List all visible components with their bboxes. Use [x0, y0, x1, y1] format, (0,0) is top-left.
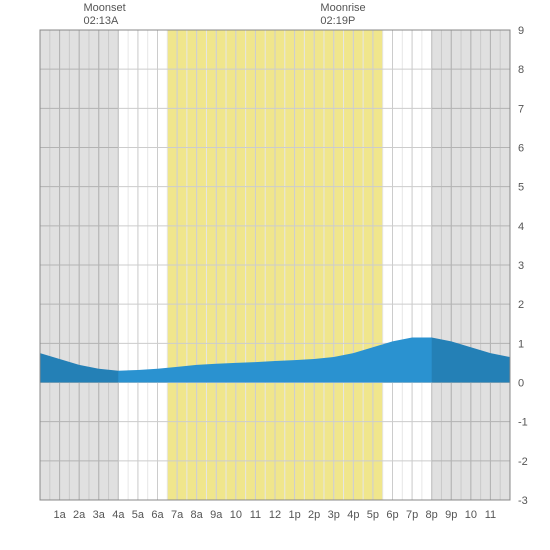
moonrise-label: Moonrise 02:19P: [320, 2, 365, 28]
y-tick-label: 1: [518, 338, 524, 350]
night-overlay-left: [40, 30, 118, 500]
x-tick-label: 7a: [171, 509, 184, 521]
x-tick-label: 11: [485, 509, 496, 521]
y-tick-label: -3: [518, 495, 528, 507]
x-tick-label: 9p: [445, 509, 457, 521]
x-tick-label: 4a: [112, 509, 125, 521]
night-overlay-right: [432, 30, 510, 500]
y-tick-label: 5: [518, 182, 524, 194]
x-tick-label: 6a: [151, 509, 164, 521]
x-tick-label: 8a: [191, 509, 204, 521]
x-tick-label: 8p: [426, 509, 438, 521]
x-tick-label: 6p: [386, 509, 398, 521]
moonrise-time: 02:19P: [320, 15, 355, 27]
x-tick-label: 2a: [73, 509, 86, 521]
x-tick-label: 5a: [132, 509, 145, 521]
y-tick-label: 8: [518, 64, 524, 76]
x-tick-label: 3a: [93, 509, 106, 521]
x-tick-label: 1p: [288, 509, 300, 521]
x-tick-label: 2p: [308, 509, 320, 521]
y-tick-label: 6: [518, 143, 524, 155]
x-tick-label: 1a: [53, 509, 66, 521]
moonset-title: Moonset: [83, 2, 125, 14]
moonrise-title: Moonrise: [320, 2, 365, 14]
x-tick-label: 9a: [210, 509, 223, 521]
y-tick-label: 9: [518, 25, 524, 37]
y-tick-label: -2: [518, 456, 528, 468]
y-tick-label: 0: [518, 378, 524, 390]
tide-chart: Moonset 02:13A Moonrise 02:19P -3-2-1012…: [0, 0, 550, 550]
x-tick-label: 10: [230, 509, 242, 521]
y-tick-label: 3: [518, 260, 524, 272]
x-tick-label: 4p: [347, 509, 359, 521]
moonset-time: 02:13A: [83, 15, 118, 27]
x-tick-label: 3p: [328, 509, 340, 521]
x-tick-label: 10: [465, 509, 477, 521]
x-tick-label: 5p: [367, 509, 379, 521]
chart-svg: -3-2-101234567891a2a3a4a5a6a7a8a9a101112…: [0, 0, 550, 550]
y-tick-label: 2: [518, 299, 524, 311]
y-tick-label: 4: [518, 221, 524, 233]
y-tick-label: -1: [518, 417, 528, 429]
x-tick-label: 7p: [406, 509, 418, 521]
y-tick-label: 7: [518, 103, 524, 115]
x-tick-label: 11: [250, 509, 261, 521]
moonset-label: Moonset 02:13A: [83, 2, 125, 28]
x-tick-label: 12: [269, 509, 281, 521]
